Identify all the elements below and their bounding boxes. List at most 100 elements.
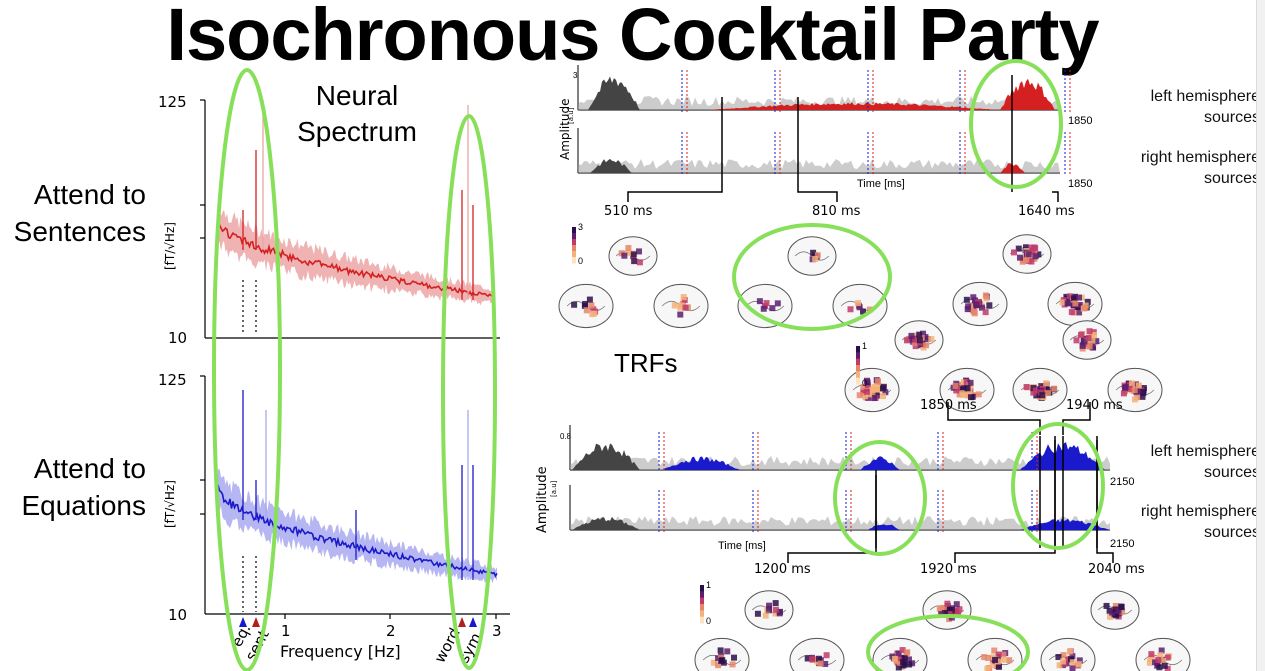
attend-sentences-label: Attend to Sentences bbox=[0, 176, 146, 250]
top-right-hemisphere-line2: sources bbox=[1203, 170, 1260, 187]
spectrum-band bbox=[218, 202, 494, 307]
colorbar-segment bbox=[700, 591, 704, 599]
trf-top-panel bbox=[577, 65, 1071, 175]
bottom-left-hemisphere-line1: left hemisphere bbox=[1150, 443, 1260, 460]
trf-bottom-ytick: 0.8 bbox=[560, 432, 572, 441]
colorbar-segment bbox=[572, 227, 576, 234]
sent-marker-icon bbox=[252, 617, 260, 627]
bottom-right-hemisphere-line1: right hemisphere bbox=[1140, 503, 1260, 520]
trf-response-trace bbox=[590, 158, 632, 173]
brain-icon bbox=[789, 637, 845, 671]
trf-response-trace bbox=[572, 516, 640, 530]
colorbar-segment bbox=[700, 616, 704, 624]
spectrum-axes bbox=[200, 99, 510, 619]
attend-sentences-line2: Sentences bbox=[13, 216, 146, 247]
latency-1920: 1920 ms bbox=[920, 562, 977, 577]
colorbar-segment bbox=[700, 585, 704, 592]
trf-top-units: [a.u] bbox=[567, 107, 575, 124]
colorbar-segment bbox=[856, 365, 860, 372]
frequency-xlabel: Frequency [Hz] bbox=[280, 642, 401, 661]
spectrum-highlight-ellipses bbox=[212, 68, 497, 671]
spectrum-mean-line bbox=[217, 217, 495, 298]
trf-top-ytick-3: 3 bbox=[573, 71, 578, 80]
trf-gray-trace bbox=[570, 516, 1110, 530]
trf-response-trace bbox=[588, 76, 640, 110]
trf-response-trace bbox=[708, 102, 1000, 110]
bottom-right-hemisphere-line2: sources bbox=[1203, 524, 1260, 541]
trf-bottom-units: [a.u] bbox=[550, 480, 558, 497]
trf-response-trace bbox=[860, 456, 900, 470]
word-marker-icon bbox=[458, 617, 466, 627]
trf-bottom-time-label: Time [ms] bbox=[718, 540, 766, 552]
frequency-markers bbox=[242, 280, 257, 612]
colorbar-bottom-max: 1 bbox=[706, 580, 712, 590]
colorbar-segment bbox=[856, 358, 860, 366]
attend-equations-line1: Attend to bbox=[33, 453, 146, 484]
trf-bottom-left-end: 2150 bbox=[1110, 476, 1135, 488]
neural-spectrum-line1: Neural bbox=[315, 80, 399, 111]
colorbar-segment bbox=[700, 597, 704, 605]
sym-marker-icon bbox=[469, 617, 477, 627]
colorbar-segment bbox=[572, 239, 576, 246]
trf-bottom-right-end: 2150 bbox=[1110, 538, 1135, 550]
spectrum-top-ytick-125: 125 bbox=[158, 93, 187, 111]
trf-response-trace bbox=[1000, 78, 1055, 110]
trf-bottom-amplitude-label: Amplitude bbox=[535, 466, 550, 533]
spectrum-top-ytick-10: 10 bbox=[168, 329, 188, 347]
neural-spectrum-heading: Neural Spectrum bbox=[272, 78, 442, 150]
colorbar-segment bbox=[572, 251, 576, 258]
spectrum-band bbox=[218, 468, 497, 584]
trf-top-right-end: 1850 bbox=[1068, 178, 1093, 190]
spectrum-bottom-ytick-10: 10 bbox=[168, 606, 188, 624]
colorbar-segment bbox=[856, 352, 860, 360]
attend-sentences-line1: Attend to bbox=[33, 179, 146, 210]
trf-response-trace bbox=[1020, 518, 1110, 530]
top-left-hemisphere-line1: left hemisphere bbox=[1150, 88, 1260, 105]
bottom-right-hemisphere-label: right hemisphere sources bbox=[1090, 501, 1260, 543]
latency-1850: 1850 ms bbox=[920, 398, 977, 413]
slide-title: Isochronous Cocktail Party bbox=[166, 0, 1099, 76]
xtick-1: 1 bbox=[281, 622, 291, 640]
attend-equations-line2: Equations bbox=[21, 490, 146, 521]
equations-spectrum bbox=[217, 390, 498, 584]
colorbar-mid-min: 0 bbox=[862, 378, 868, 388]
colorbar-segment bbox=[700, 610, 704, 618]
latency-1940: 1940 ms bbox=[1066, 398, 1123, 413]
colorbar-segment bbox=[856, 377, 860, 385]
trf-top-time-label: Time [ms] bbox=[857, 178, 905, 190]
top-right-hemisphere-line1: right hemisphere bbox=[1140, 149, 1260, 166]
latency-810: 810 ms bbox=[812, 204, 861, 219]
marker-triangles bbox=[239, 617, 477, 627]
spectrum-bottom-ytick-125: 125 bbox=[158, 371, 187, 389]
trf-gray-trace bbox=[578, 159, 1060, 173]
colorbar-segment bbox=[856, 346, 860, 353]
bottom-left-hemisphere-label: left hemisphere sources bbox=[1090, 441, 1260, 483]
colorbar-mid-max: 1 bbox=[862, 341, 868, 351]
trf-highlight-ellipses bbox=[732, 59, 1105, 671]
brain-topographies bbox=[558, 227, 1191, 671]
trf-top-left-end: 1850 bbox=[1068, 115, 1093, 127]
top-right-hemisphere-label: right hemisphere sources bbox=[1090, 147, 1260, 189]
top-left-hemisphere-line2: sources bbox=[1203, 109, 1260, 126]
neural-spectrum-line2: Spectrum bbox=[297, 116, 417, 147]
trfs-label: TRFs bbox=[614, 348, 678, 378]
colorbar-segment bbox=[856, 371, 860, 379]
colorbar-top-min: 0 bbox=[578, 256, 584, 266]
latency-1640: 1640 ms bbox=[1018, 204, 1075, 219]
trf-response-trace bbox=[572, 443, 640, 470]
vertical-scrollbar[interactable] bbox=[1256, 0, 1265, 671]
latency-1200: 1200 ms bbox=[754, 562, 811, 577]
latency-510: 510 ms bbox=[604, 204, 653, 219]
bottom-left-hemisphere-line2: sources bbox=[1203, 464, 1260, 481]
sentences-spectrum bbox=[217, 100, 495, 307]
latency-2040: 2040 ms bbox=[1088, 562, 1145, 577]
xtick-3: 3 bbox=[492, 622, 502, 640]
colorbar-segment bbox=[572, 233, 576, 240]
eq-marker-icon bbox=[239, 617, 247, 627]
trf-response-trace bbox=[662, 456, 740, 470]
top-left-hemisphere-label: left hemisphere sources bbox=[1090, 86, 1260, 128]
xtick-2: 2 bbox=[386, 622, 396, 640]
colorbar-segment bbox=[700, 604, 704, 611]
colorbar-top-max: 3 bbox=[578, 222, 584, 232]
